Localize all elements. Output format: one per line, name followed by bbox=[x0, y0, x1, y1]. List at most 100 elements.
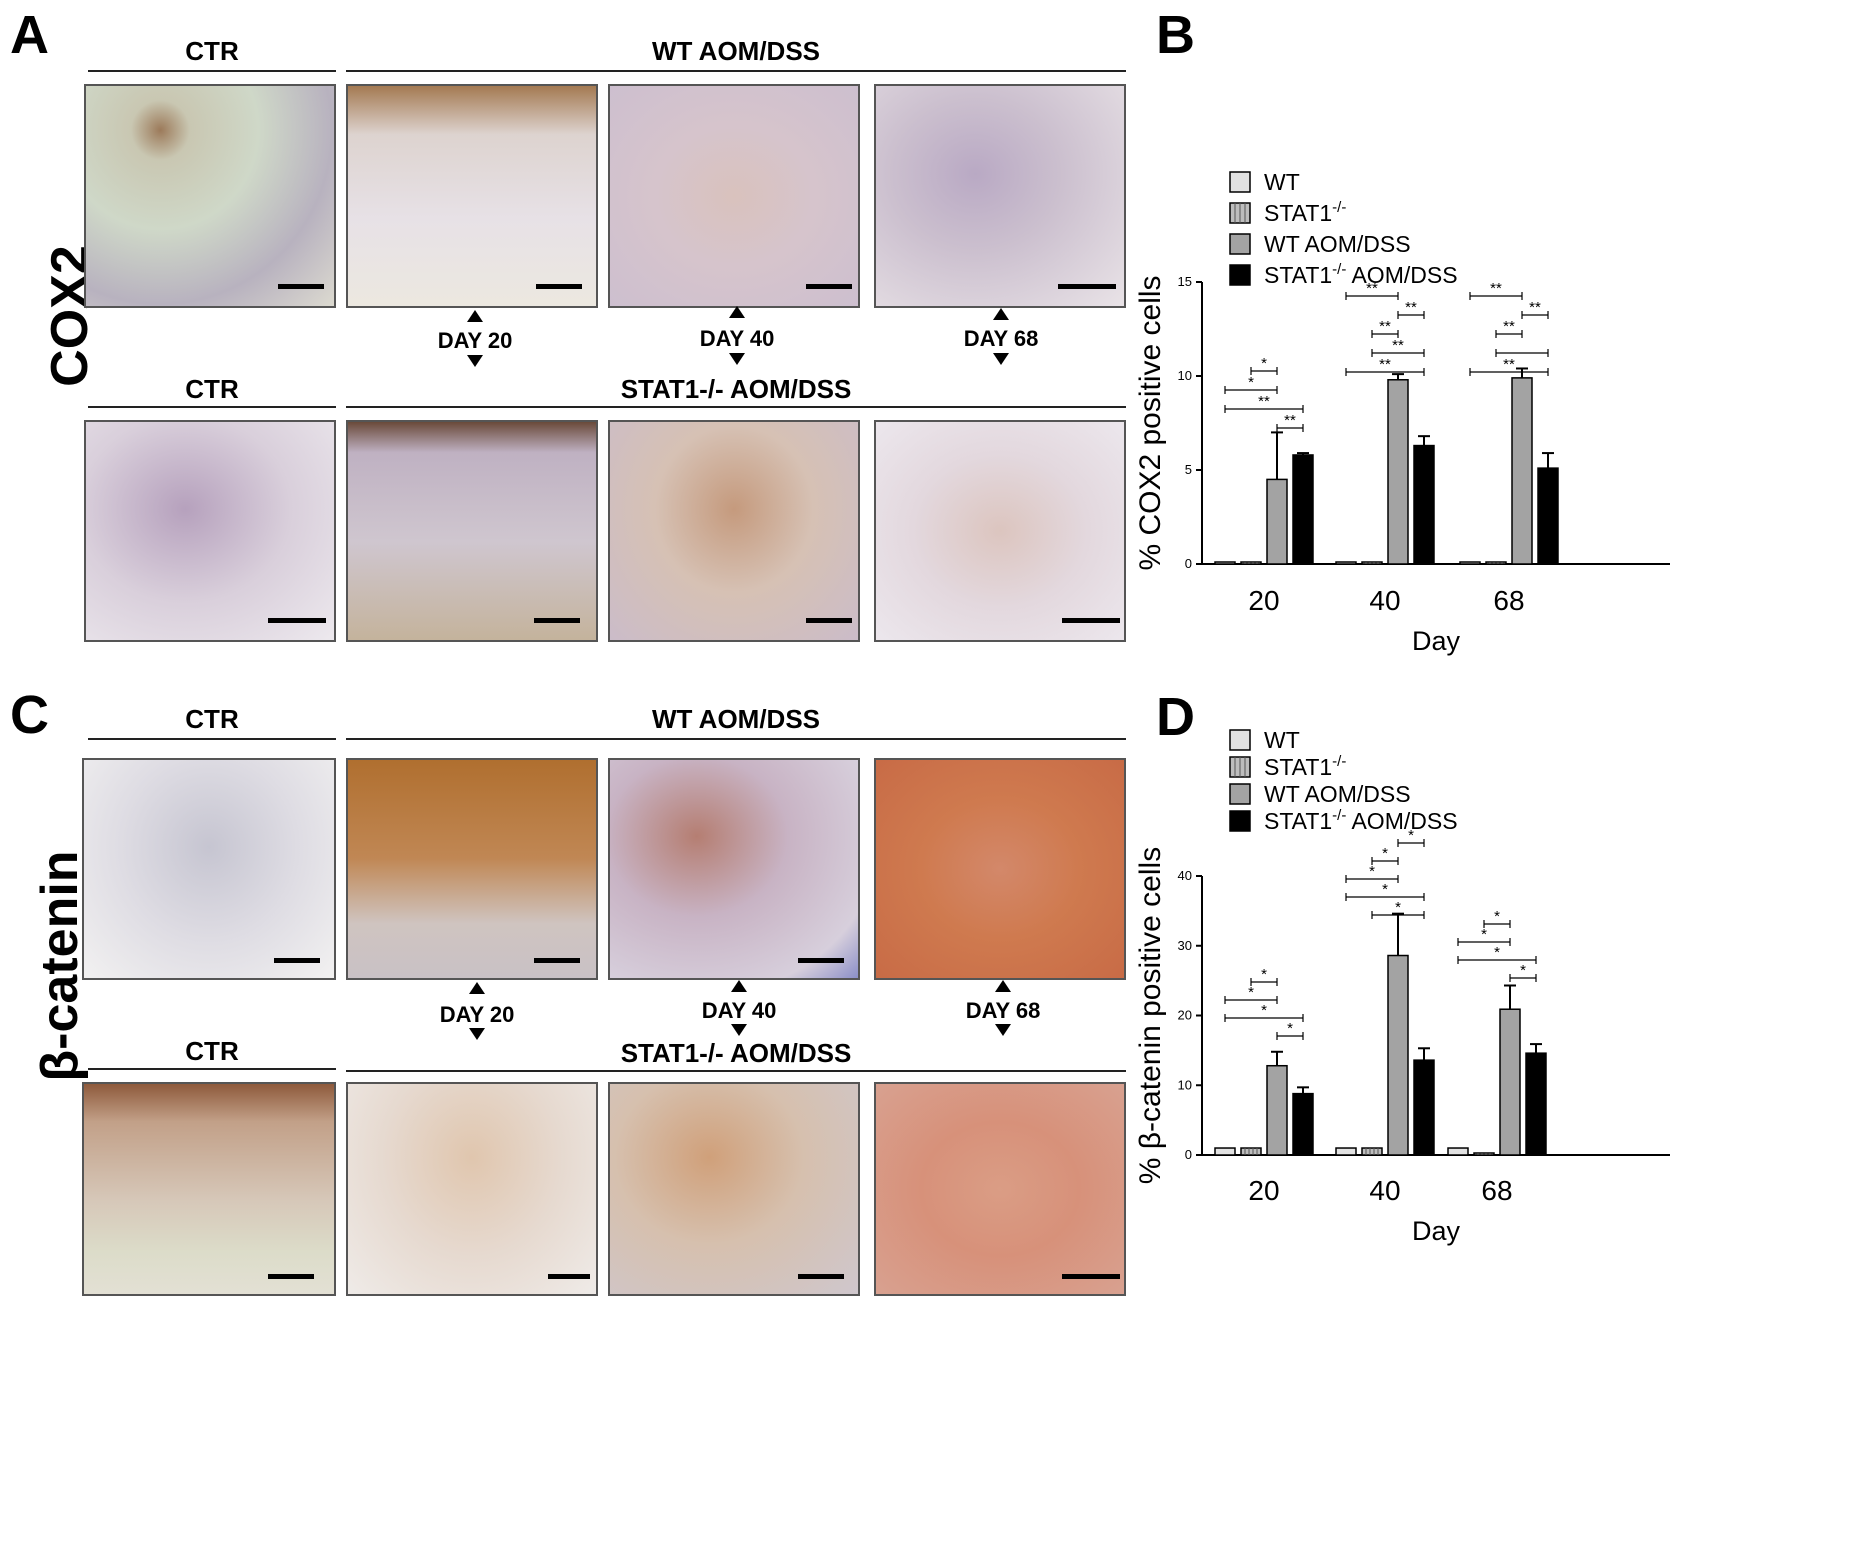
header-underline bbox=[346, 70, 1126, 72]
micrograph-bcat-stat1-day40 bbox=[608, 1082, 860, 1296]
significance-label: * bbox=[1395, 899, 1401, 916]
scale-bar bbox=[278, 284, 324, 289]
header-underline bbox=[346, 738, 1126, 740]
y-tick-label: 30 bbox=[1178, 938, 1192, 953]
header-wt-aom-dss: WT AOM/DSS bbox=[651, 704, 821, 734]
x-tick-label: 68 bbox=[1481, 1175, 1512, 1206]
significance-label: ** bbox=[1503, 356, 1515, 373]
legend-label: WT AOM/DSS bbox=[1264, 781, 1411, 807]
y-tick-label: 15 bbox=[1178, 274, 1192, 289]
y-tick-label: 0 bbox=[1185, 556, 1192, 571]
significance-label: ** bbox=[1490, 280, 1502, 297]
legend-swatch bbox=[1229, 810, 1251, 832]
bar bbox=[1335, 561, 1357, 565]
micrograph-bcat-stat1-day68 bbox=[874, 1082, 1126, 1296]
significance-label: * bbox=[1261, 1002, 1267, 1019]
header-wt-aom-dss: WT AOM/DSS bbox=[651, 36, 821, 66]
arrow-up-icon bbox=[729, 306, 745, 318]
arrow-up-icon bbox=[995, 980, 1011, 992]
scale-bar bbox=[798, 958, 844, 963]
significance-label: * bbox=[1481, 926, 1487, 943]
arrow-up-icon bbox=[469, 982, 485, 994]
significance-label: * bbox=[1248, 374, 1254, 391]
bar bbox=[1214, 561, 1236, 565]
header-stat1-aom-dss: STAT1-/- AOM/DSS bbox=[620, 1038, 852, 1068]
header-ctr-top: CTR bbox=[185, 36, 239, 66]
legend-swatch bbox=[1229, 264, 1251, 286]
micrograph-cox2-stat1-ctr bbox=[84, 420, 336, 642]
legend-label: STAT1-/- AOM/DSS bbox=[1264, 261, 1458, 288]
scale-bar bbox=[534, 618, 580, 623]
significance-label: * bbox=[1494, 908, 1500, 925]
significance-label: ** bbox=[1366, 280, 1378, 297]
legend-swatch bbox=[1229, 233, 1251, 255]
y-tick-label: 10 bbox=[1178, 368, 1192, 383]
header-stat1-aom-dss: STAT1-/- AOM/DSS bbox=[620, 374, 852, 404]
significance-label: * bbox=[1382, 845, 1388, 862]
bar bbox=[1511, 377, 1533, 565]
micrograph-cox2-stat1-day20 bbox=[346, 420, 598, 642]
legend-label: WT AOM/DSS bbox=[1264, 231, 1411, 257]
day-label-68: DAY 68 bbox=[963, 326, 1039, 351]
micrograph-bcat-wt-day40 bbox=[608, 758, 860, 980]
day-label-20: DAY 20 bbox=[437, 328, 513, 353]
significance-label: * bbox=[1369, 863, 1375, 880]
legend-swatch bbox=[1229, 729, 1251, 751]
header-underline bbox=[88, 406, 336, 408]
legend-swatch bbox=[1229, 783, 1251, 805]
scale-bar bbox=[1062, 1274, 1120, 1279]
significance-label: * bbox=[1261, 355, 1267, 372]
bar bbox=[1387, 954, 1409, 1156]
micrograph-cox2-wt-day20 bbox=[346, 84, 598, 308]
scale-bar bbox=[536, 284, 582, 289]
bar bbox=[1361, 1147, 1383, 1156]
day-label-68: DAY 68 bbox=[965, 998, 1041, 1023]
x-axis-label: Day bbox=[1412, 626, 1461, 656]
scale-bar bbox=[548, 1274, 590, 1279]
day-label-40: DAY 40 bbox=[699, 326, 775, 351]
bar bbox=[1240, 561, 1262, 565]
legend-label: STAT1-/- bbox=[1264, 753, 1346, 780]
scale-bar bbox=[798, 1274, 844, 1279]
significance-label: * bbox=[1408, 827, 1414, 844]
header-underline bbox=[346, 406, 1126, 408]
scale-bar bbox=[1058, 284, 1116, 289]
scale-bar bbox=[806, 618, 852, 623]
x-tick-label: 40 bbox=[1369, 585, 1400, 616]
x-axis-label: Day bbox=[1412, 1216, 1461, 1246]
day-label-20: DAY 20 bbox=[439, 1002, 515, 1027]
x-tick-label: 20 bbox=[1248, 1175, 1279, 1206]
bar bbox=[1473, 1152, 1495, 1156]
arrow-down-icon bbox=[467, 355, 483, 367]
y-axis-label: % COX2 positive cells bbox=[1134, 275, 1167, 570]
micrograph-bcat-wt-day20 bbox=[346, 758, 598, 980]
significance-label: * bbox=[1382, 881, 1388, 898]
chart-cox2: WT STAT1-/- WT AOM/DSS STAT1-/- AOM/DSS 0 5 10… bbox=[1134, 169, 1670, 656]
arrow-down-icon bbox=[995, 1024, 1011, 1036]
header-underline bbox=[346, 1070, 1126, 1072]
micrograph-cox2-wt-ctr bbox=[84, 84, 336, 308]
header-ctr-bottom: CTR bbox=[185, 1036, 239, 1066]
bar bbox=[1292, 1092, 1314, 1156]
micrograph-bcat-wt-day68 bbox=[874, 758, 1126, 980]
significance-label: ** bbox=[1284, 412, 1296, 429]
panel-letter-c: C bbox=[10, 685, 49, 745]
bar bbox=[1292, 454, 1314, 565]
significance-label: * bbox=[1248, 984, 1254, 1001]
row-label-beta-catenin: β-catenin bbox=[31, 850, 89, 1082]
scale-bar bbox=[268, 1274, 314, 1279]
panel-letter-b: B bbox=[1156, 5, 1195, 65]
significance-label: ** bbox=[1379, 356, 1391, 373]
y-tick-label: 20 bbox=[1178, 1008, 1192, 1023]
x-tick-label: 20 bbox=[1248, 585, 1279, 616]
day-label-40: DAY 40 bbox=[701, 998, 777, 1023]
header-underline bbox=[88, 70, 336, 72]
significance-label: ** bbox=[1503, 318, 1515, 335]
bar bbox=[1485, 561, 1507, 565]
significance-label: * bbox=[1287, 1020, 1293, 1037]
panel-letter-a: A bbox=[10, 5, 49, 65]
legend-label: WT bbox=[1264, 727, 1300, 753]
header-ctr-top: CTR bbox=[185, 704, 239, 734]
arrow-up-icon bbox=[731, 980, 747, 992]
